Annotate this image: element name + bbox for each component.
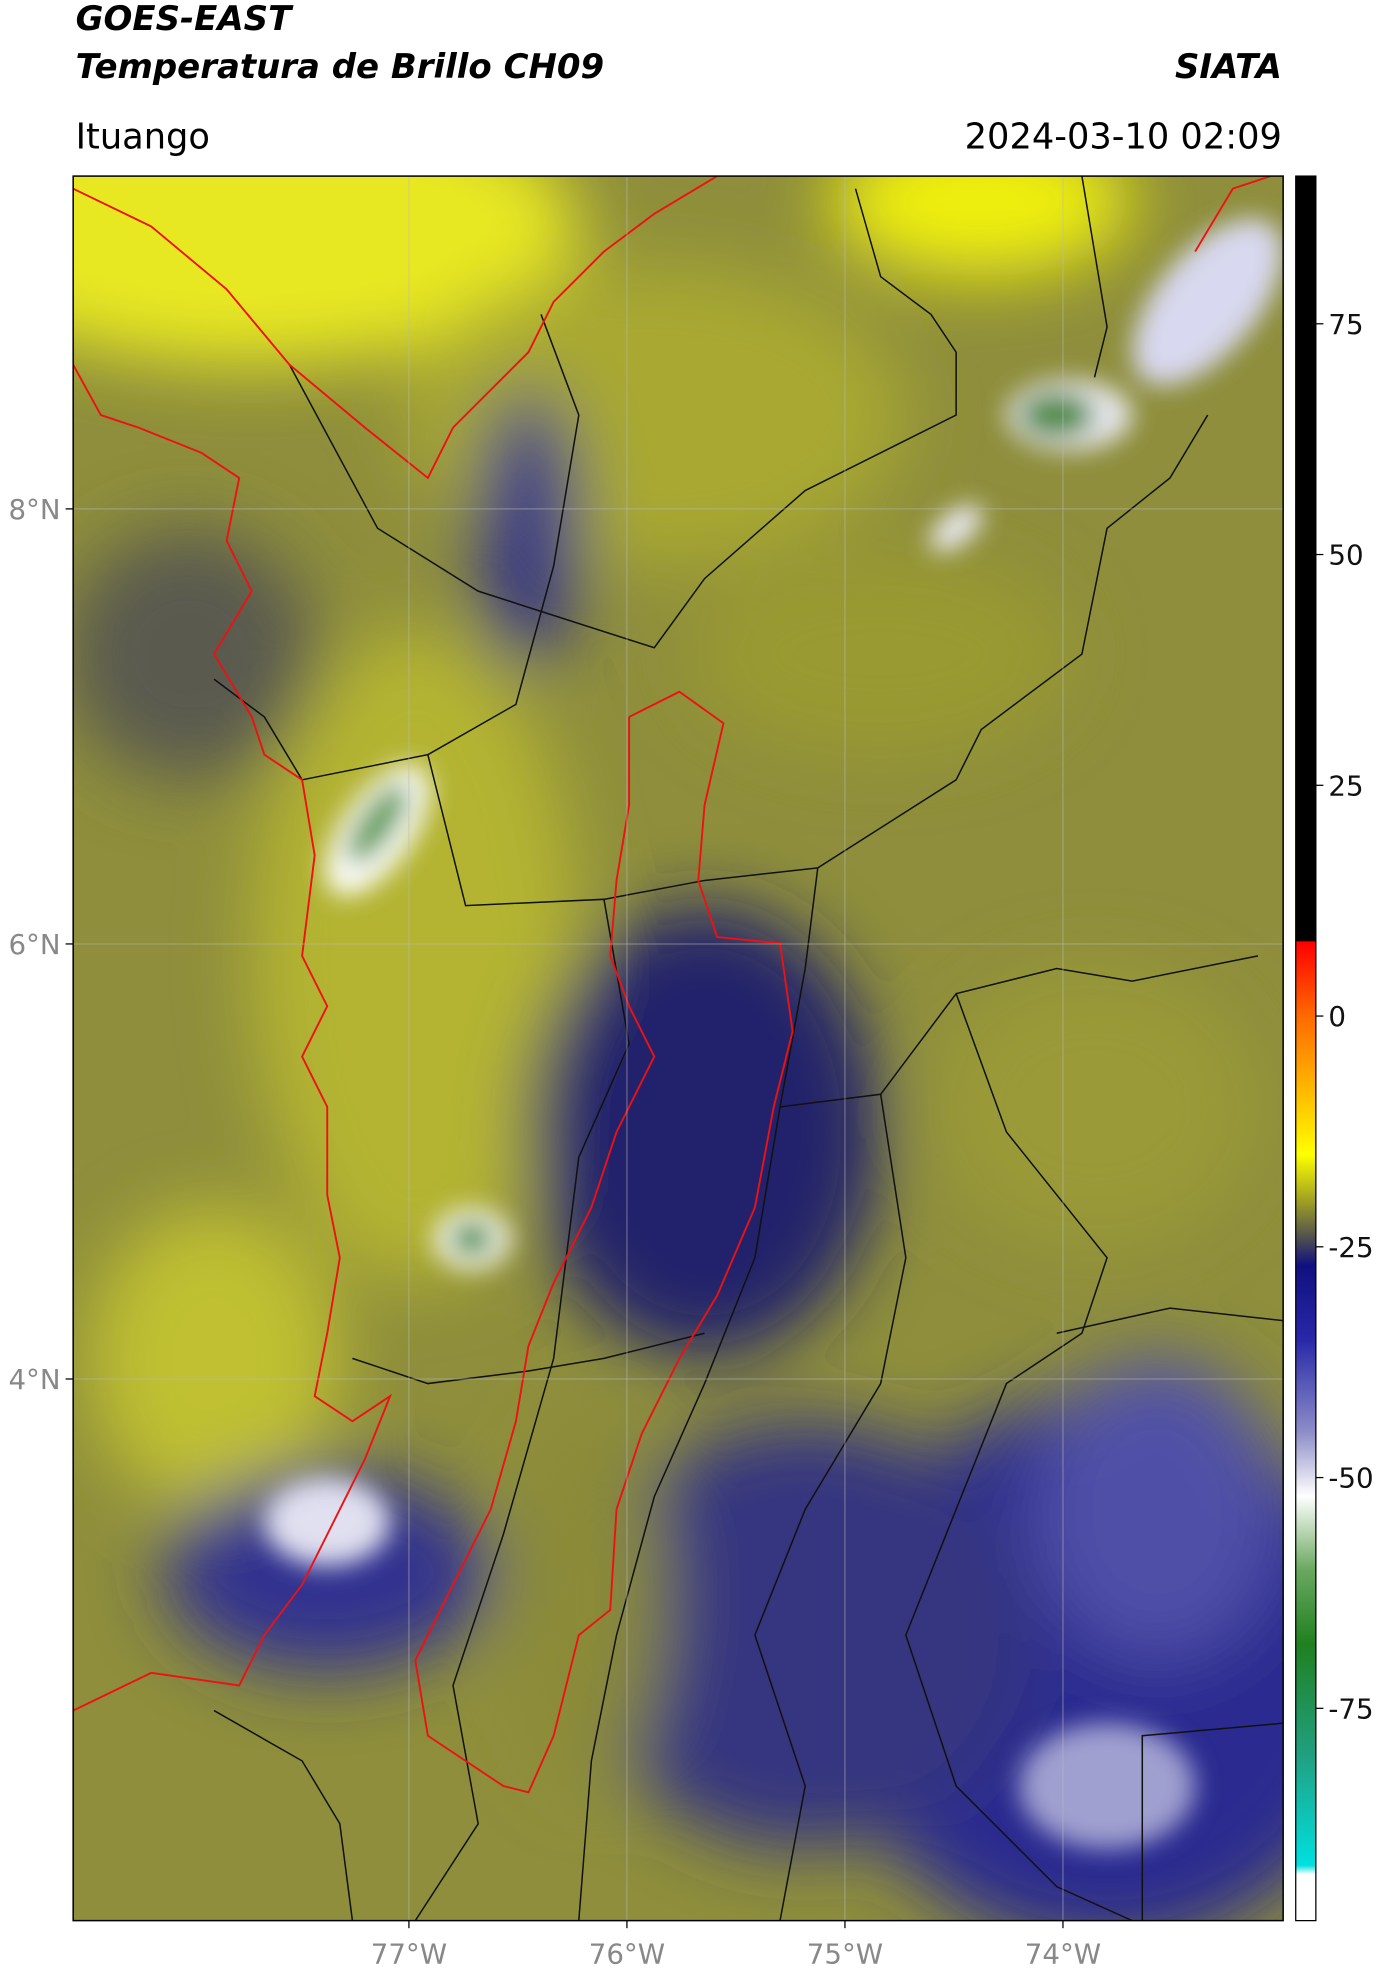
region: Ituango: [76, 116, 210, 157]
y-tick-label: 4°N: [8, 1363, 60, 1396]
graticule: [73, 176, 1284, 1921]
colorbar-tick-label: -75: [1328, 1692, 1373, 1725]
y-tick-label: 8°N: [8, 493, 60, 526]
map-frame: [72, 175, 1284, 1922]
x-tick-label: 77°W: [371, 1937, 447, 1970]
colorbar-tick-label: 25: [1328, 769, 1363, 802]
datetime: 2024-03-10 02:09: [965, 116, 1282, 157]
y-tick-label: 6°N: [8, 928, 60, 961]
x-tick-label: 74°W: [1025, 1937, 1101, 1970]
colorbar-tick-label: 0: [1328, 1000, 1346, 1033]
colorbar-tick-label: 75: [1328, 308, 1363, 341]
colorbar-tick-label: -25: [1328, 1231, 1373, 1264]
source: SIATA: [1175, 47, 1282, 87]
satellite-image: [73, 176, 1284, 1921]
colorbar-tick-label: 50: [1328, 539, 1363, 572]
x-tick-label: 75°W: [807, 1937, 883, 1970]
title: GOES-EAST: [76, 0, 294, 39]
x-tick-label: 76°W: [589, 1937, 665, 1970]
colorbar-tick-label: -50: [1328, 1462, 1373, 1495]
colorbar: [1295, 175, 1317, 1922]
subtitle: Temperatura de Brillo CH09: [76, 47, 604, 87]
